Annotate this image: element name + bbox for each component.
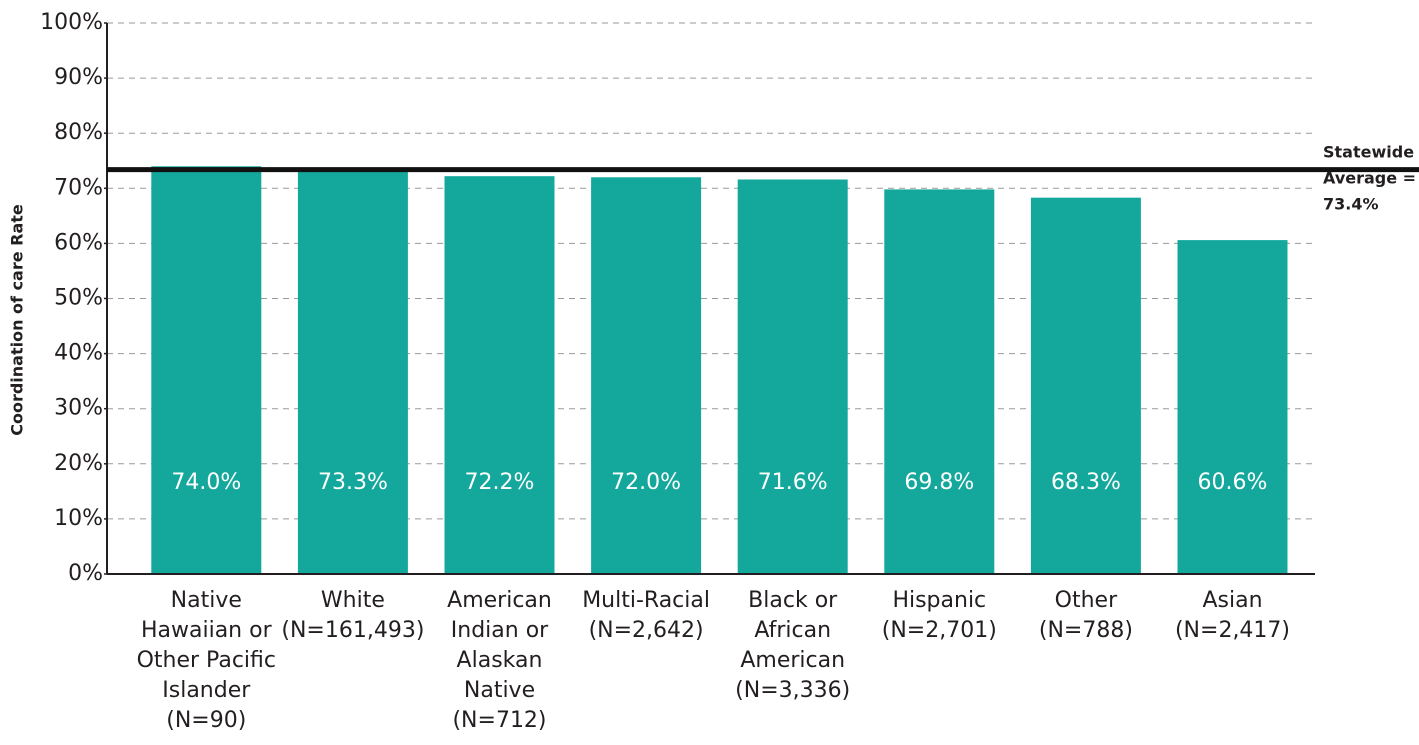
x-tick-label: American [447,588,552,613]
x-tick-label: Alaskan [457,648,543,673]
x-tick-label: African [754,618,831,643]
value-label: 74.0% [171,470,241,495]
bar [1030,197,1141,575]
bar [591,177,702,574]
x-tick-label: American [740,648,845,673]
value-label: 60.6% [1198,470,1268,495]
x-tick-label: (N=2,417) [1175,618,1290,643]
reference-label: Average = [1323,169,1416,188]
bar [297,170,408,574]
y-tick-label: 30% [54,396,103,421]
x-tick-label: (N=3,336) [735,678,850,703]
y-tick-label: 20% [54,451,103,476]
x-tick-label: (N=788) [1039,618,1133,643]
y-tick-label: 80% [54,120,103,145]
reference-label: 73.4% [1323,195,1379,214]
value-label: 72.0% [611,470,681,495]
value-label: 69.8% [904,470,974,495]
y-tick-label: 40% [54,341,103,366]
y-tick-label: 0% [68,561,103,586]
y-tick-label: 90% [54,65,103,90]
x-tick-label: (N=2,642) [589,618,704,643]
bar [151,166,262,574]
reference-label: Statewide [1323,143,1414,162]
x-tick-label: Asian [1202,588,1262,613]
value-label: 73.3% [318,470,388,495]
bar [737,179,848,574]
value-label: 72.2% [465,470,535,495]
bar [1177,240,1288,574]
bar [884,189,995,575]
x-tick-label: Black or [748,588,838,613]
x-tick-label: (N=90) [166,708,246,733]
x-tick-label: Hawaiian or [141,618,273,643]
value-label: 71.6% [758,470,828,495]
y-axis-label: Coordination of care Rate [8,204,27,436]
x-tick-label: Multi-Racial [582,588,710,613]
x-tick-label: Native [464,678,535,703]
x-tick-label: Other [1055,588,1118,613]
value-label: 68.3% [1051,470,1121,495]
y-tick-label: 10% [54,506,103,531]
y-tick-label: 70% [54,175,103,200]
x-tick-label: Indian or [451,618,549,643]
x-tick-label: Other Pacific [137,648,276,673]
x-tick-label: Islander [162,678,251,703]
x-tick-label: (N=161,493) [281,618,424,643]
x-tick-label: Native [171,588,242,613]
x-tick-label: (N=2,701) [882,618,997,643]
x-tick-label: White [321,588,385,613]
y-tick-label: 100% [40,10,103,35]
y-tick-label: 60% [54,230,103,255]
bar [444,176,555,575]
x-tick-label: Hispanic [892,588,986,613]
y-tick-label: 50% [54,286,103,311]
x-tick-label: (N=712) [452,708,546,733]
